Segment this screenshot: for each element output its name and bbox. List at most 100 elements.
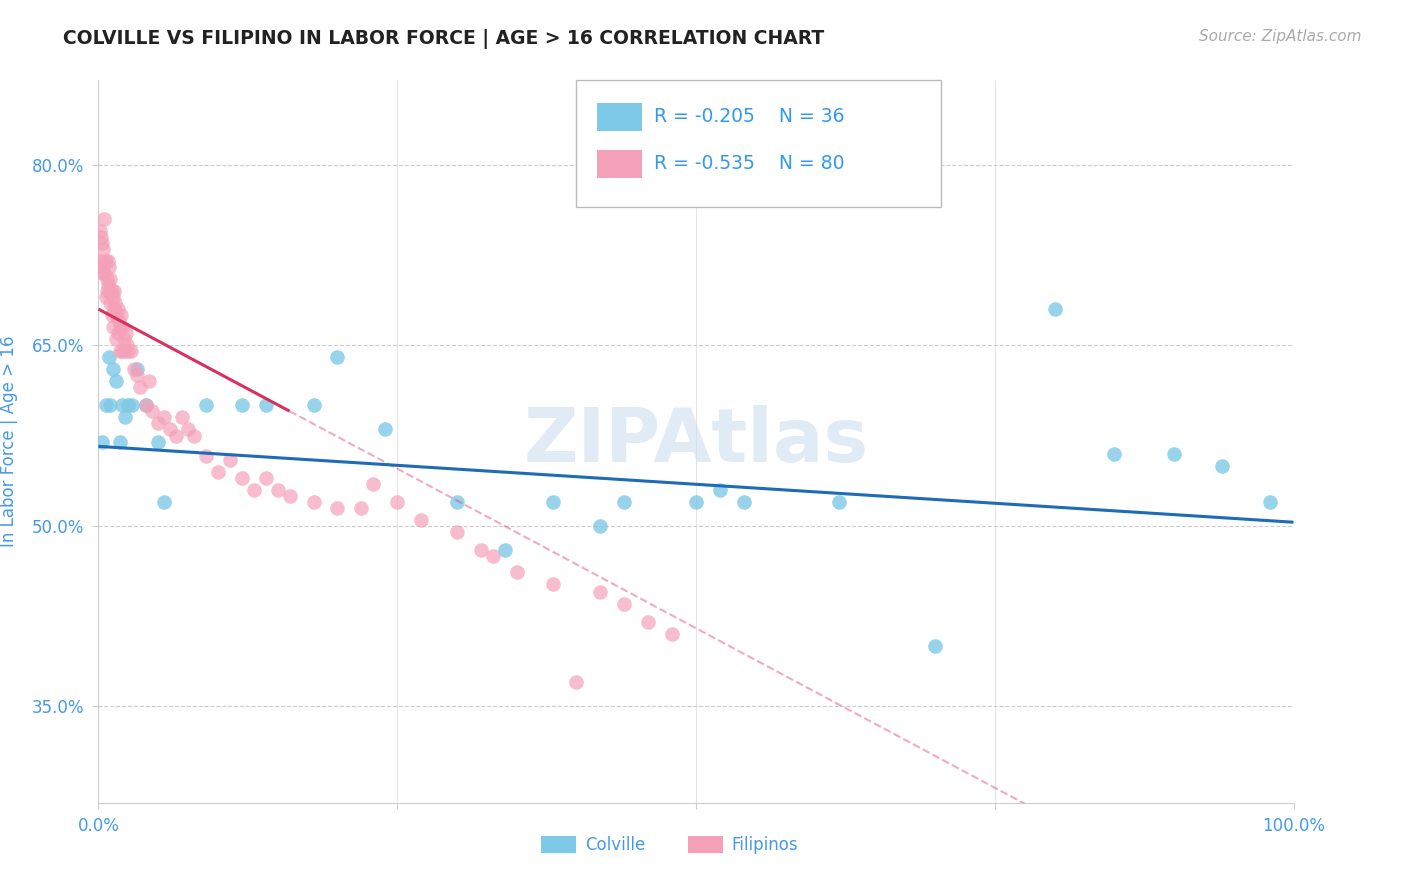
Point — [1104, 446, 1126, 460]
Text: COLVILLE VS FILIPINO IN LABOR FORCE | AGE > 16 CORRELATION CHART: COLVILLE VS FILIPINO IN LABOR FORCE | AG… — [63, 29, 824, 48]
Point — [589, 585, 612, 599]
Point — [350, 500, 373, 515]
Point — [98, 398, 122, 412]
Point — [637, 615, 659, 630]
Point — [374, 422, 396, 436]
Point — [172, 410, 194, 425]
Point — [733, 494, 755, 508]
Point — [661, 627, 683, 641]
Bar — [596, 151, 643, 178]
Point — [411, 513, 433, 527]
Point — [267, 483, 290, 497]
Point — [114, 344, 136, 359]
Point — [112, 332, 135, 346]
Point — [105, 308, 128, 322]
Point — [94, 290, 117, 304]
Point — [90, 229, 112, 244]
Text: R = -0.535    N = 80: R = -0.535 N = 80 — [654, 153, 845, 173]
Point — [278, 489, 301, 503]
Point — [494, 542, 516, 557]
Point — [117, 398, 139, 412]
Point — [98, 260, 121, 274]
Point — [589, 518, 612, 533]
Point — [231, 470, 253, 484]
Point — [195, 449, 218, 463]
Point — [385, 494, 409, 508]
Point — [107, 301, 129, 316]
Bar — [596, 103, 643, 131]
Point — [104, 296, 127, 310]
Point — [120, 344, 142, 359]
Point — [105, 332, 128, 346]
Point — [98, 272, 122, 286]
Point — [98, 350, 121, 364]
Point — [135, 398, 157, 412]
Point — [94, 253, 117, 268]
Point — [135, 398, 157, 412]
Bar — [541, 836, 576, 854]
Point — [302, 494, 325, 508]
Point — [90, 253, 112, 268]
Point — [111, 320, 134, 334]
Point — [94, 398, 117, 412]
Text: Filipinos: Filipinos — [733, 836, 799, 854]
FancyBboxPatch shape — [576, 80, 941, 207]
Point — [98, 296, 122, 310]
Point — [125, 368, 148, 383]
Point — [110, 308, 132, 322]
Point — [326, 350, 349, 364]
Point — [326, 500, 349, 515]
Point — [107, 314, 129, 328]
Point — [93, 266, 115, 280]
Point — [177, 422, 200, 436]
Y-axis label: In Labor Force | Age > 16: In Labor Force | Age > 16 — [0, 335, 18, 548]
Point — [91, 266, 114, 280]
Point — [446, 494, 468, 508]
Text: R = -0.205    N = 36: R = -0.205 N = 36 — [654, 107, 845, 126]
Point — [96, 284, 118, 298]
Point — [613, 597, 636, 611]
Point — [481, 549, 505, 563]
Point — [115, 338, 138, 352]
Point — [91, 242, 114, 256]
Point — [1043, 301, 1066, 316]
Point — [97, 277, 120, 292]
Point — [828, 494, 851, 508]
Point — [129, 380, 152, 394]
Point — [159, 422, 181, 436]
Point — [1163, 446, 1185, 460]
Point — [93, 211, 115, 226]
Point — [924, 639, 946, 653]
Point — [254, 398, 277, 412]
Point — [506, 565, 529, 579]
Point — [148, 417, 170, 431]
Point — [207, 465, 229, 479]
Point — [1258, 494, 1281, 508]
Point — [302, 398, 325, 412]
Point — [100, 308, 122, 322]
Point — [446, 524, 468, 539]
Point — [101, 290, 124, 304]
Point — [103, 301, 125, 316]
Point — [89, 224, 111, 238]
Point — [111, 344, 134, 359]
Point — [108, 320, 131, 334]
Point — [97, 253, 120, 268]
Point — [231, 398, 253, 412]
Point — [91, 260, 114, 274]
Point — [541, 576, 564, 591]
Point — [101, 320, 124, 334]
Point — [138, 374, 160, 388]
Point — [91, 434, 114, 449]
Point — [101, 362, 124, 376]
Point — [363, 476, 385, 491]
Point — [165, 428, 187, 442]
Text: Colville: Colville — [585, 836, 645, 854]
Text: Source: ZipAtlas.com: Source: ZipAtlas.com — [1198, 29, 1361, 44]
Point — [541, 494, 564, 508]
Point — [153, 410, 176, 425]
Point — [685, 494, 707, 508]
Point — [87, 253, 110, 268]
Point — [613, 494, 636, 508]
Point — [96, 272, 118, 286]
